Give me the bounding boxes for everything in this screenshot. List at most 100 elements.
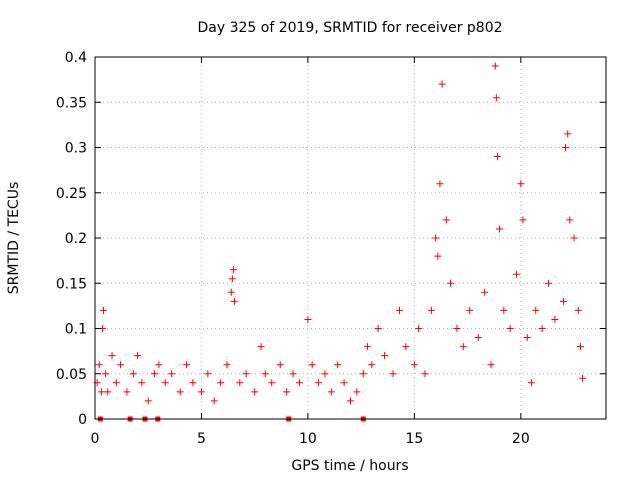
data-point <box>474 334 482 342</box>
data-point <box>257 343 265 351</box>
data-point <box>447 279 455 287</box>
data-point <box>427 306 435 314</box>
data-point <box>353 388 361 396</box>
data-point <box>519 216 527 224</box>
data-point <box>432 234 440 242</box>
data-point <box>421 370 429 378</box>
data-point <box>134 352 142 360</box>
data-point <box>112 379 120 387</box>
data-point <box>229 266 237 274</box>
data-point <box>251 388 259 396</box>
data-point <box>368 361 376 369</box>
data-point <box>459 343 467 351</box>
data-point <box>491 62 499 70</box>
data-point <box>227 288 235 296</box>
data-point <box>327 388 335 396</box>
data-point <box>321 370 329 378</box>
data-point <box>295 379 303 387</box>
x-tick-label: 15 <box>405 431 423 447</box>
data-point <box>442 216 450 224</box>
data-point <box>410 361 418 369</box>
data-point <box>415 325 423 332</box>
y-tick-label: 0.35 <box>56 95 87 111</box>
x-axis-label: GPS time / hours <box>291 458 408 474</box>
x-tick-label: 5 <box>197 431 206 447</box>
data-point <box>217 379 225 387</box>
data-point <box>402 343 410 351</box>
data-point <box>545 279 553 287</box>
data-point <box>261 370 269 378</box>
x-tick-label: 20 <box>512 431 530 447</box>
data-point <box>481 288 489 296</box>
grid-lines <box>95 57 606 419</box>
data-point <box>551 315 559 323</box>
data-point <box>436 180 444 188</box>
data-point <box>161 379 169 387</box>
y-tick-label: 0.4 <box>65 50 87 66</box>
data-point <box>151 370 159 378</box>
data-point <box>315 379 323 387</box>
data-point <box>492 94 500 102</box>
data-point <box>276 361 284 369</box>
data-point <box>168 370 176 378</box>
y-axis-label: SRMTID / TECUs <box>6 182 22 295</box>
data-point <box>197 388 205 396</box>
data-point <box>176 388 184 396</box>
data-point <box>228 275 236 283</box>
data-point <box>347 397 354 405</box>
x-axis-ticks: 0 5 10 15 20 <box>91 57 530 447</box>
y-tick-label: 0.05 <box>56 367 87 383</box>
x-tick-label: 0 <box>91 431 100 447</box>
data-point <box>359 370 367 378</box>
data-points <box>93 62 587 422</box>
data-point <box>466 306 474 314</box>
data-point <box>493 153 501 161</box>
data-point <box>576 343 584 351</box>
data-point <box>570 234 578 242</box>
data-point <box>532 306 540 314</box>
data-point <box>236 379 244 387</box>
data-point <box>500 306 508 314</box>
data-point <box>100 306 108 314</box>
data-point <box>453 325 461 332</box>
data-point <box>108 352 116 360</box>
data-point <box>364 343 372 351</box>
data-point <box>381 352 389 360</box>
data-point <box>513 270 521 278</box>
y-tick-label: 0.1 <box>65 322 87 338</box>
data-point <box>268 379 276 387</box>
y-tick-label: 0.15 <box>56 276 87 292</box>
data-point <box>395 306 403 314</box>
data-point <box>517 180 525 188</box>
data-point <box>579 374 587 382</box>
data-point <box>304 315 312 323</box>
data-point <box>138 379 146 387</box>
data-point <box>97 388 105 396</box>
data-point <box>144 397 152 405</box>
x-tick-label: 10 <box>299 431 317 447</box>
data-point <box>129 370 137 378</box>
y-tick-label: 0.25 <box>56 186 87 202</box>
data-point <box>438 80 446 88</box>
data-point <box>434 252 442 260</box>
data-point <box>308 361 316 369</box>
data-point <box>210 397 218 405</box>
data-point <box>559 297 567 305</box>
data-point <box>123 388 131 396</box>
data-point <box>104 388 112 396</box>
data-point <box>242 370 250 378</box>
chart-title: Day 325 of 2019, SRMTID for receiver p80… <box>197 20 502 36</box>
y-tick-label: 0.2 <box>65 231 87 247</box>
data-point <box>564 130 572 138</box>
data-point <box>389 370 397 378</box>
data-point <box>496 225 504 233</box>
data-point <box>523 334 531 342</box>
data-point <box>95 361 103 369</box>
data-point <box>183 361 191 369</box>
y-tick-label: 0.3 <box>65 141 87 157</box>
data-point <box>223 361 231 369</box>
data-point <box>566 216 574 224</box>
plot-frame <box>94 56 607 420</box>
data-point <box>204 370 212 378</box>
